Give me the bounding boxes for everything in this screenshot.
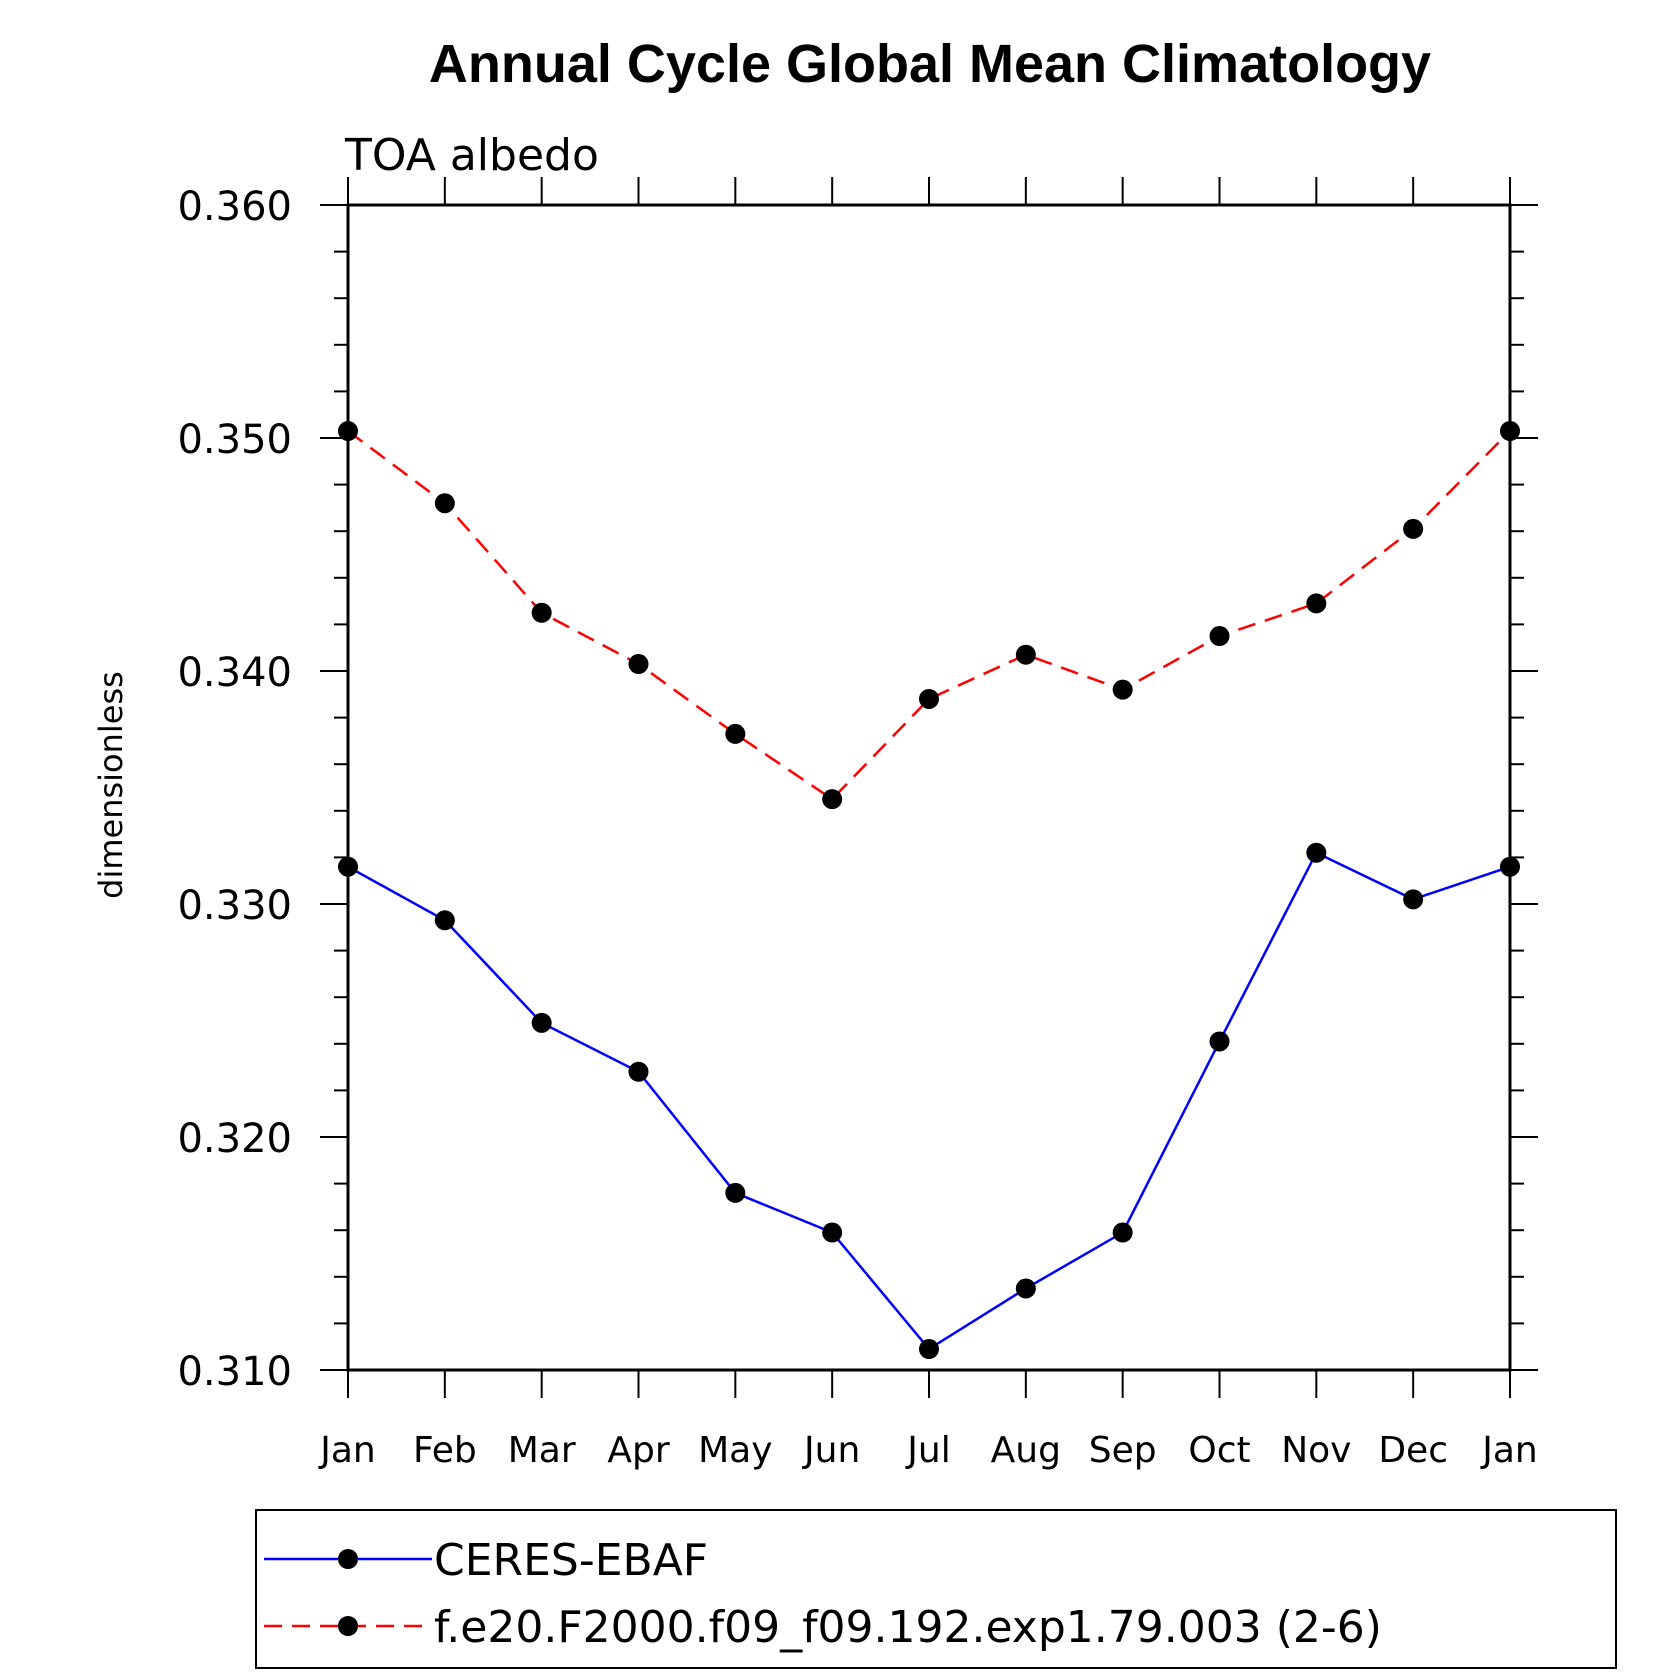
data-point xyxy=(1209,1031,1230,1052)
data-point xyxy=(919,1339,939,1360)
data-point xyxy=(1403,889,1424,910)
y-tick-label: 0.360 xyxy=(177,184,292,230)
data-point xyxy=(1015,1278,1036,1299)
data-point xyxy=(1500,421,1520,442)
x-tick-label: Jul xyxy=(905,1430,950,1471)
x-tick-label: Feb xyxy=(413,1430,477,1471)
data-point xyxy=(434,493,455,514)
legend-marker xyxy=(338,1549,358,1569)
legend-box xyxy=(255,1509,1617,1669)
y-axis-label: dimensionless xyxy=(92,671,130,899)
x-tick-label: Sep xyxy=(1089,1430,1157,1471)
data-point xyxy=(1500,856,1520,877)
y-tick-label: 0.330 xyxy=(177,883,292,929)
data-point xyxy=(725,1182,746,1203)
x-tick-label: Nov xyxy=(1281,1430,1351,1471)
x-tick-label: Dec xyxy=(1378,1430,1448,1471)
data-point xyxy=(822,789,843,810)
data-point xyxy=(1306,842,1327,863)
data-point xyxy=(628,654,649,675)
legend-item: f.e20.F2000.f09_f09.192.exp1.79.003 (2-6… xyxy=(264,1602,1382,1653)
x-tick-label: Jan xyxy=(318,1430,376,1471)
x-tick-label: Jan xyxy=(1480,1430,1538,1471)
data-point xyxy=(1306,593,1327,614)
series-line xyxy=(347,430,1511,801)
data-point xyxy=(531,602,552,623)
y-tick-label: 0.340 xyxy=(177,650,292,696)
data-point xyxy=(1112,679,1133,700)
y-tick-label: 0.310 xyxy=(177,1349,292,1395)
series-1 xyxy=(338,421,1520,810)
y-tick-label: 0.350 xyxy=(177,417,292,463)
chart-subtitle: TOA albedo xyxy=(344,130,599,181)
x-tick-label: Mar xyxy=(508,1430,576,1471)
legend-item: CERES-EBAF xyxy=(264,1535,708,1586)
data-point xyxy=(1209,626,1230,647)
data-point xyxy=(822,1222,843,1243)
series-line xyxy=(347,851,1511,1351)
legend-marker xyxy=(338,1616,358,1636)
x-tick-label: Apr xyxy=(607,1430,669,1471)
data-point xyxy=(919,688,939,709)
x-tick-label: May xyxy=(698,1430,772,1471)
chart-title: Annual Cycle Global Mean Climatology xyxy=(429,34,1431,94)
x-tick-label: Jun xyxy=(802,1430,860,1471)
data-point xyxy=(338,421,358,442)
legend: CERES-EBAF f.e20.F2000.f09_f09.192.exp1.7… xyxy=(255,1509,1617,1669)
series-layer xyxy=(338,421,1520,1360)
data-point xyxy=(1112,1222,1133,1243)
data-point xyxy=(628,1061,649,1082)
legend-label: f.e20.F2000.f09_f09.192.exp1.79.003 (2-6… xyxy=(434,1602,1382,1653)
data-point xyxy=(338,856,358,877)
legend-label: CERES-EBAF xyxy=(434,1535,708,1586)
y-tick-label: 0.320 xyxy=(177,1116,292,1162)
data-point xyxy=(1403,518,1424,539)
series-0 xyxy=(338,842,1520,1360)
data-point xyxy=(725,723,746,744)
data-point xyxy=(531,1012,552,1033)
axes: 0.310 0.320 0.330 0.340 0.350 0.360 Jan Feb Mar A… xyxy=(177,177,1538,1471)
x-tick-label: Oct xyxy=(1188,1430,1250,1471)
data-point xyxy=(1015,644,1036,665)
data-point xyxy=(434,910,455,931)
x-tick-label: Aug xyxy=(991,1430,1061,1471)
plot-frame xyxy=(346,203,1512,1372)
